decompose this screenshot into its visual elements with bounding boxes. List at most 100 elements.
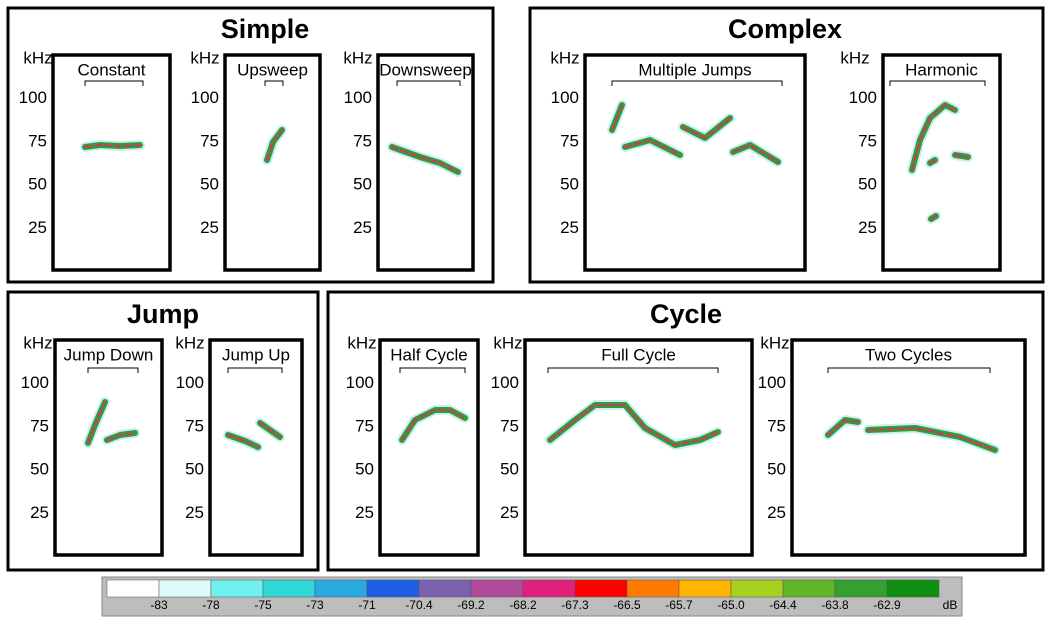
group-box [6,290,320,572]
y-tick-label: 50 [200,175,219,194]
group-box [326,290,1045,572]
panel-box [523,338,754,557]
axis-unit: kHz [23,48,52,67]
y-tick-label: 50 [767,460,786,479]
colorbar-label: -71 [358,598,376,612]
colorbar-swatch [834,579,888,598]
y-tick-label: 100 [491,373,519,392]
colorbar-label: -63.8 [821,598,849,612]
y-tick-label: 75 [858,131,877,150]
colorbar-swatch [522,579,576,598]
contour-core [259,422,281,438]
panel-box [583,53,807,272]
group-title: Simple [221,14,310,44]
y-tick-label: 100 [551,88,579,107]
colorbar-label: -68.2 [509,598,537,612]
y-tick-label: 75 [185,416,204,435]
colorbar-swatch [886,579,940,598]
axis-unit: kHz [23,333,52,352]
contour-core [624,138,681,156]
colorbar-label: -65.7 [665,598,693,612]
axis-unit: kHz [175,333,204,352]
panel-label: Constant [77,60,145,79]
contour-core [930,215,937,220]
contour-core [682,117,731,140]
group-title: Complex [728,14,842,44]
colorbar-swatch [158,579,212,598]
label-bracket [396,80,461,86]
contour-core [549,404,719,447]
y-tick-label: 75 [500,416,519,435]
y-tick-label: 75 [560,131,579,150]
label-bracket [227,367,283,373]
y-tick-label: 25 [858,218,877,237]
y-tick-label: 100 [344,88,372,107]
colorbar-swatch [314,579,368,598]
colorbar-label: -70.4 [405,598,433,612]
y-tick-label: 75 [28,131,47,150]
y-tick-label: 100 [19,88,47,107]
y-tick-label: 75 [355,416,374,435]
contour-core [732,143,779,163]
panel-box [881,53,1002,272]
y-tick-label: 25 [353,218,372,237]
panel-label: Harmonic [905,60,978,79]
colorbar-swatch [678,579,732,598]
axis-unit: kHz [550,48,579,67]
panel-label: Jump Up [222,345,290,364]
y-tick-label: 100 [21,373,49,392]
axis-unit: kHz [190,48,219,67]
panel-box [223,53,322,272]
contour-core [106,432,136,441]
panel-label: Two Cycles [865,345,952,364]
label-bracket [87,367,139,373]
colorbar-swatch [210,579,264,598]
y-tick-label: 75 [200,131,219,150]
axis-unit: kHz [343,48,372,67]
y-tick-label: 100 [346,373,374,392]
contour-core [87,401,106,444]
contour-core [911,103,956,171]
colorbar-label: -83 [150,598,168,612]
label-bracket [264,80,284,86]
label-bracket [611,80,783,86]
y-tick-label: 100 [758,373,786,392]
colorbar-label: -73 [306,598,324,612]
group-box [528,6,1045,284]
y-tick-label: 100 [176,373,204,392]
group-title: Cycle [650,299,722,329]
colorbar-label: -66.5 [613,598,641,612]
y-tick-label: 100 [849,88,877,107]
y-tick-label: 25 [30,503,49,522]
colorbar-swatch [574,579,628,598]
panel-box [51,53,172,272]
axis-unit: kHz [347,333,376,352]
y-tick-label: 75 [30,416,49,435]
panel-label: Full Cycle [601,345,676,364]
colorbar-swatch [418,579,472,598]
panel-label: Half Cycle [390,345,467,364]
colorbar-label: -69.2 [457,598,485,612]
label-bracket [889,80,986,86]
colorbar-swatch [262,579,316,598]
y-tick-label: 100 [191,88,219,107]
axis-unit: kHz [493,333,522,352]
label-bracket [547,367,719,373]
colorbar-swatch [730,579,784,598]
contour-core [954,154,969,158]
contour-core [827,418,859,436]
y-tick-label: 25 [560,218,579,237]
y-tick-label: 50 [858,175,877,194]
y-tick-label: 50 [185,460,204,479]
y-tick-label: 25 [200,218,219,237]
axis-unit: kHz [760,333,789,352]
contour-core [867,426,996,451]
contour-core [266,129,283,161]
y-tick-label: 75 [353,131,372,150]
group-title: Jump [127,299,199,329]
panel-label: Downsweep [379,60,472,79]
colorbar-label: -65.0 [717,598,745,612]
y-tick-label: 50 [30,460,49,479]
y-tick-label: 50 [28,175,47,194]
